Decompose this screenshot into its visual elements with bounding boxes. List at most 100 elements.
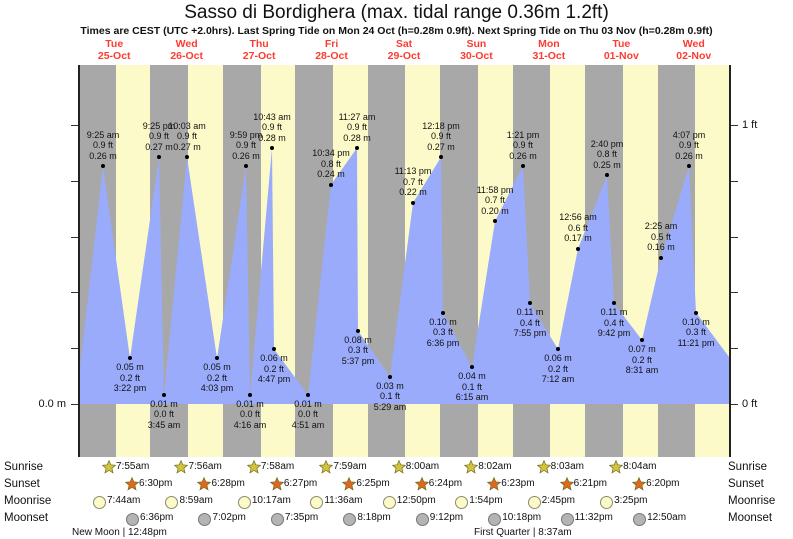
ann-line: 0.4 ft [603, 317, 624, 328]
sunrise-time: 7:55am [116, 461, 150, 472]
sunset-time: 6:20pm [646, 478, 680, 489]
axis-tick-l [71, 292, 78, 293]
high-tide-dot [659, 255, 663, 260]
ann-line: 0.9 ft [235, 140, 256, 151]
row-label-sunset-right: Sunset [728, 478, 764, 490]
low-tide-label: 0.10 m 0.3 ft 11:21 pm [656, 317, 736, 349]
high-tide-label: 4:07 pm 0.9 ft 0.26 m [649, 130, 729, 162]
moonset-circle-icon [198, 513, 212, 526]
axis-tick-l [71, 181, 78, 182]
ann-line: 9:25 am [86, 129, 120, 140]
high-tide-label: 2:40 pm 0.8 ft 0.25 m [567, 139, 647, 171]
moonset-time: 8:18pm [357, 512, 391, 523]
ann-line: 0.25 m [593, 159, 621, 170]
ann-line: 0.3 ft [432, 327, 453, 338]
sunrise-star-icon [319, 459, 334, 474]
ann-line: 0.27 m [427, 141, 455, 152]
day-band [188, 432, 223, 457]
ann-line: 0.01 m [294, 398, 322, 409]
ann-line: 0.9 ft [346, 122, 367, 132]
day-header-02-nov: Wed 02-Nov [658, 38, 730, 62]
low-tide-dot [470, 365, 474, 370]
low-tide-label: 0.04 m 0.1 ft 6:15 am [432, 371, 512, 403]
axis-tick-r [731, 125, 738, 126]
moon-phase-first-quarter: First Quarter | 8:37am [474, 527, 572, 538]
ann-line: 0.10 m [682, 316, 710, 327]
ann-line: 0.07 m [628, 344, 656, 354]
high-tide-label: 9:25 pm 0.9 ft 0.27 m [119, 121, 199, 153]
sunset-star-icon [559, 476, 574, 491]
ann-line: 0.17 m [564, 233, 592, 244]
sunrise-time: 8:03am [550, 461, 585, 472]
ann-line: 0.27 m [173, 141, 201, 152]
ann-line: 11:13 pm [394, 166, 432, 177]
ann-line: 8:31 am [625, 365, 659, 375]
moonrise-time: 1:54pm [469, 495, 503, 506]
moonrise-circle-icon [93, 496, 106, 509]
moonrise-circle-icon [600, 496, 614, 509]
moonrise-circle-icon [455, 496, 469, 509]
ann-line: 6:36 pm [426, 337, 460, 348]
sunrise-time: 8:02am [478, 461, 512, 472]
ann-line: 6:15 am [455, 392, 489, 403]
sunrise-time: 7:56am [188, 461, 222, 472]
sunrise-star-icon [608, 459, 624, 474]
ann-line: 0.26 m [675, 150, 703, 161]
ann-line: 0.05 m [116, 362, 144, 373]
moonset-circle-icon [415, 513, 429, 526]
ann-line: 0.06 m [544, 353, 572, 364]
moonrise-circle-icon [382, 496, 396, 509]
moonrise-circle-icon [310, 496, 324, 509]
sunset-star-icon [269, 476, 285, 491]
low-tide-dot [441, 310, 445, 315]
axis-tick-l [71, 237, 78, 238]
ann-line: 9:42 pm [597, 328, 631, 339]
day-weekday: Fri [324, 38, 339, 50]
axis-tick-r [731, 348, 738, 349]
night-band [295, 432, 333, 457]
moonset-time: 10:18pm [502, 512, 542, 523]
night-band [585, 432, 623, 457]
high-tide-label: 11:13 pm 0.7 ft 0.22 m [373, 166, 453, 198]
low-tide-dot [162, 392, 166, 397]
ann-line: 0.10 m [429, 316, 457, 327]
ann-line: 0.27 m [145, 141, 173, 152]
ann-line: 0.05 m [203, 362, 231, 373]
low-tide-dot [388, 374, 392, 379]
day-weekday: Tue [105, 38, 124, 50]
ann-line: 0.3 ft [347, 345, 368, 356]
ann-line: 0.2 ft [547, 363, 568, 374]
low-tide-dot [694, 310, 698, 315]
high-tide-label: 11:27 am 0.9 ft 0.28 m [317, 112, 397, 144]
day-band [115, 432, 151, 457]
day-header-27-oct: Thu 27-Oct [223, 38, 295, 62]
ann-line: 10:34 pm [312, 148, 350, 159]
moonrise-circle-icon [237, 496, 251, 509]
axis-right-line [729, 65, 731, 457]
high-tide-dot [157, 155, 161, 160]
ann-line: 0.01 m [150, 398, 178, 409]
axis-tick-l [71, 348, 78, 349]
moonrise-time: 10:17am [251, 495, 291, 506]
row-label-moonset-left: Moonset [4, 512, 49, 524]
ann-line: 0.0 ft [239, 409, 260, 420]
ann-line: 0.11 m [600, 307, 628, 318]
day-weekday: Sat [395, 38, 413, 50]
ann-line: 0.24 m [317, 169, 345, 180]
low-tide-dot [528, 301, 532, 306]
ann-line: 0.28 m [343, 132, 371, 143]
moonset-time: 7:35pm [284, 512, 319, 523]
low-tide-dot [248, 392, 252, 397]
high-tide-dot [687, 164, 691, 169]
moonrise-time: 7:44am [107, 495, 141, 506]
low-tide-label: 0.01 m 0.0 ft 3:45 am [124, 399, 204, 431]
low-tide-label: 0.05 m 0.2 ft 4:03 pm [177, 362, 257, 394]
axis-tick-l [71, 125, 78, 126]
sunrise-time: 7:58am [260, 461, 295, 472]
day-date: 01-Nov [603, 50, 639, 62]
axis-tick-r [731, 237, 738, 238]
day-band [622, 432, 658, 457]
ann-line: 7:12 am [541, 374, 575, 385]
night-band [78, 432, 116, 457]
row-label-moonset-right: Moonset [728, 512, 773, 524]
